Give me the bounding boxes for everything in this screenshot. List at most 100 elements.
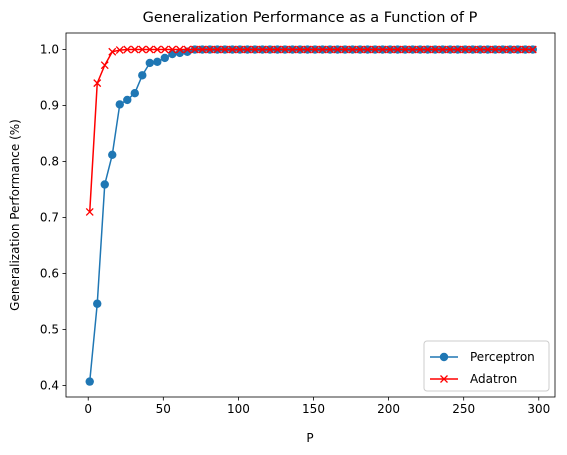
data-point-perceptron — [138, 71, 147, 80]
data-point-adatron — [198, 45, 207, 54]
data-point-adatron — [296, 45, 304, 54]
data-point-adatron — [453, 45, 462, 54]
data-point-adatron — [273, 45, 282, 54]
y-tick-label: 1.0 — [40, 43, 59, 57]
x-tick-label: 250 — [452, 402, 475, 416]
data-point-adatron — [363, 45, 372, 54]
data-point-adatron — [356, 45, 365, 54]
data-point-adatron — [213, 45, 222, 54]
legend-marker-adatron — [440, 375, 448, 383]
data-point-adatron — [348, 45, 357, 54]
data-point-perceptron — [93, 299, 102, 308]
data-point-adatron — [483, 45, 492, 54]
data-point-adatron — [85, 207, 94, 216]
data-point-adatron — [431, 45, 440, 54]
y-tick-label: 0.4 — [40, 379, 59, 393]
data-point-adatron — [258, 45, 267, 54]
data-point-adatron — [168, 45, 177, 54]
y-tick-label: 0.5 — [40, 323, 59, 337]
y-tick-label: 0.9 — [40, 99, 59, 113]
data-point-perceptron — [123, 95, 132, 105]
data-point-adatron — [100, 61, 109, 70]
data-point-adatron — [288, 45, 297, 54]
data-point-adatron — [326, 45, 334, 54]
data-point-adatron — [521, 45, 530, 54]
y-tick-label: 0.7 — [40, 211, 59, 225]
x-axis: 0 50 100 150 200 250 300 — [84, 397, 550, 416]
data-point-perceptron — [130, 89, 139, 98]
data-point-perceptron — [153, 57, 162, 67]
data-point-adatron — [378, 45, 387, 54]
data-point-adatron — [401, 45, 410, 54]
y-axis-label: Generalization Performance (%) — [8, 119, 22, 311]
data-point-adatron — [108, 47, 117, 56]
data-point-adatron — [386, 45, 395, 54]
data-point-adatron — [476, 45, 485, 54]
series-line-adatron — [88, 48, 533, 212]
data-point-adatron — [93, 79, 102, 88]
data-point-adatron — [468, 45, 477, 54]
y-axis: 0.4 0.5 0.6 0.7 0.8 0.9 1.0 — [40, 43, 66, 393]
data-point-adatron — [265, 45, 274, 54]
data-point-adatron — [190, 45, 199, 54]
x-tick-label: 200 — [377, 402, 400, 416]
data-point-adatron — [153, 45, 162, 54]
data-point-adatron — [341, 45, 350, 54]
data-point-perceptron — [85, 377, 94, 386]
x-tick-label: 100 — [227, 402, 250, 416]
data-point-adatron — [506, 45, 515, 54]
legend-marker-perceptron — [439, 352, 449, 362]
data-point-adatron — [303, 45, 312, 54]
series-line-perceptron — [88, 48, 533, 382]
data-point-adatron — [205, 45, 214, 54]
data-point-perceptron — [108, 150, 117, 159]
x-axis-label: P — [306, 431, 313, 445]
x-tick-label: 50 — [156, 402, 171, 416]
chart-title: Generalization Performance as a Function… — [143, 10, 478, 26]
data-point-perceptron — [100, 180, 109, 189]
data-point-adatron — [160, 45, 169, 54]
data-point-adatron — [446, 45, 455, 54]
data-point-perceptron — [168, 49, 177, 59]
data-point-perceptron — [115, 100, 124, 109]
data-point-adatron — [416, 45, 425, 54]
legend: Perceptron Adatron — [423, 340, 550, 392]
data-point-adatron — [220, 45, 229, 54]
x-tick-label: 150 — [302, 402, 325, 416]
data-point-adatron — [498, 45, 507, 54]
data-point-adatron — [333, 45, 342, 54]
y-tick-label: 0.6 — [40, 267, 59, 281]
plot-frame — [65, 32, 556, 398]
data-point-adatron — [438, 45, 447, 54]
data-point-adatron — [393, 45, 402, 54]
data-point-adatron — [115, 46, 124, 55]
data-point-adatron — [371, 45, 380, 54]
data-point-adatron — [228, 45, 237, 54]
data-point-adatron — [250, 45, 259, 54]
data-point-adatron — [145, 45, 154, 54]
x-tick-label: 0 — [84, 402, 92, 416]
data-point-adatron — [513, 45, 522, 54]
data-point-adatron — [130, 45, 139, 54]
data-point-adatron — [423, 45, 432, 54]
data-point-perceptron — [160, 53, 170, 63]
data-point-adatron — [183, 45, 192, 54]
series-layer — [85, 45, 537, 386]
y-tick-label: 0.8 — [40, 155, 59, 169]
data-point-adatron — [243, 45, 252, 54]
data-point-adatron — [311, 45, 319, 54]
data-point-adatron — [461, 45, 470, 54]
data-point-adatron — [138, 45, 147, 54]
data-point-adatron — [491, 45, 500, 54]
data-point-adatron — [528, 45, 537, 54]
data-point-adatron — [235, 45, 244, 54]
data-point-adatron — [318, 45, 327, 54]
data-point-adatron — [175, 45, 184, 54]
legend-label-perceptron: Perceptron — [470, 350, 535, 364]
data-point-perceptron — [145, 58, 155, 68]
data-point-adatron — [281, 45, 289, 54]
x-tick-label: 300 — [527, 402, 550, 416]
data-point-adatron — [408, 45, 417, 54]
data-point-adatron — [123, 45, 132, 54]
